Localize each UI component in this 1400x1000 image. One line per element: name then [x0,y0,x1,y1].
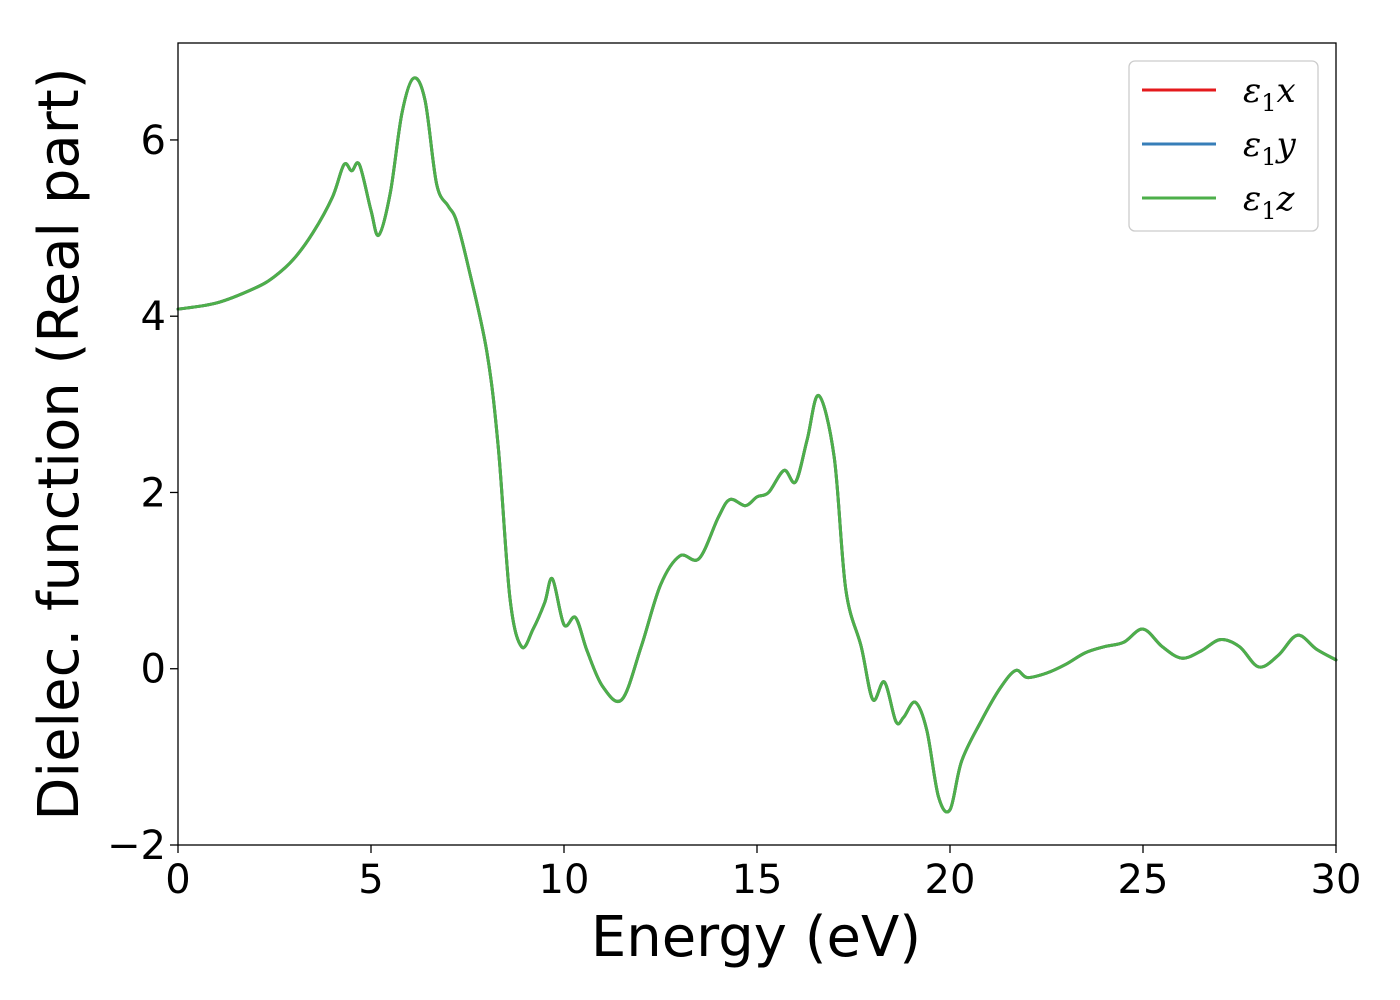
x-tick-label: 5 [358,857,383,903]
legend-label-y: ε1y [1243,125,1297,171]
series-layer [176,76,1338,814]
y-tick-label: 0 [141,647,166,693]
y-tick-label: 2 [141,470,166,516]
legend: ε1x ε1y ε1z [1128,60,1319,232]
y-tick-label: 4 [141,294,166,340]
x-tick-label: 15 [732,857,783,903]
x-tick-label: 10 [539,857,590,903]
y-tick-label: −2 [107,823,166,869]
series-line-z [176,76,1338,814]
x-tick-label: 25 [1118,857,1169,903]
x-tick-label: 30 [1311,857,1362,903]
x-tick-label: 20 [925,857,976,903]
x-axis-title: Energy (eV) [591,905,921,970]
y-axis-title: Dielec. function (Real part) [27,67,92,820]
legend-label-z: ε1z [1243,179,1296,225]
legend-label-x: ε1x [1243,71,1296,117]
x-tick-label: 0 [165,857,190,903]
y-tick-label: 6 [141,118,166,164]
legend-box [1128,60,1319,232]
